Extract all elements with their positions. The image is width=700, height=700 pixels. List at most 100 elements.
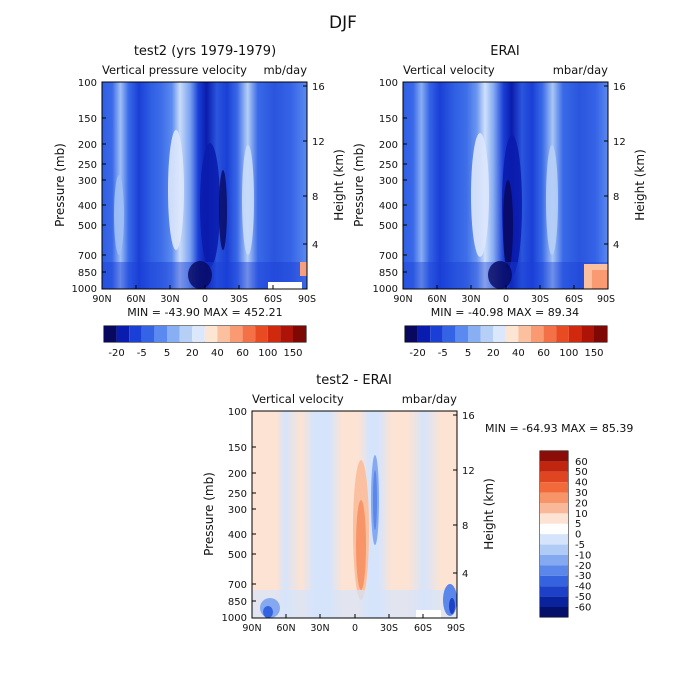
y-tick-label: 700 <box>78 251 97 262</box>
colorbar: 60 50 40 30 20 10 5 0 -5 -10 -20 -30 -40… <box>539 450 591 618</box>
light-plume <box>546 145 558 255</box>
x-tick-label: 90N <box>393 294 412 305</box>
y-tick-label: 300 <box>228 505 247 516</box>
colorbar-swatch <box>540 596 568 607</box>
light-plume <box>114 175 124 255</box>
colorbar: -20 -5 5 20 40 60 100 150 <box>103 325 307 359</box>
negative-anomaly <box>373 470 377 530</box>
colorbar-swatch <box>104 326 117 342</box>
y-tick-right-label: 12 <box>613 137 626 148</box>
colorbar-label: -50 <box>575 592 591 603</box>
colorbar-label: 150 <box>584 348 603 359</box>
colorbar-swatch <box>581 326 594 342</box>
colorbar-label: 40 <box>575 478 588 489</box>
y-ticks-right: 16 12 8 4 <box>453 411 475 580</box>
negative-anomaly <box>449 598 455 614</box>
y-tick-label: 1000 <box>72 284 97 295</box>
panel-subtitle-right: mbar/day <box>402 392 457 406</box>
y-tick-label: 500 <box>78 221 97 232</box>
light-plume <box>471 133 489 257</box>
colorbar-label: 60 <box>537 348 550 359</box>
negative-anomaly <box>263 606 273 618</box>
dark-core <box>488 261 512 289</box>
y-tick-label: 500 <box>228 550 247 561</box>
colorbar-swatch <box>217 326 230 342</box>
min-max-label: MIN = -64.93 MAX = 85.39 <box>485 422 633 435</box>
colorbar-label: 60 <box>575 457 588 468</box>
y-tick-label: 500 <box>379 221 398 232</box>
colorbar-swatch <box>192 326 205 342</box>
colorbar-label: 60 <box>236 348 249 359</box>
dark-core <box>503 180 513 270</box>
x-tick-label: 30N <box>461 294 480 305</box>
x-tick-label: 60S <box>264 294 282 305</box>
y-tick-right-label: 16 <box>312 82 325 93</box>
colorbar-swatch <box>531 326 544 342</box>
y-tick-label: 400 <box>228 530 247 541</box>
y-axis-right-label: Height (km) <box>482 478 496 549</box>
colorbar-label: 5 <box>465 348 471 359</box>
x-tick-label: 90N <box>92 294 111 305</box>
colorbar-swatch <box>540 451 568 462</box>
colorbar-swatch <box>540 534 568 545</box>
colorbar-label: -40 <box>575 582 591 593</box>
colorbar-swatch <box>540 482 568 493</box>
colorbar-swatch <box>293 326 306 342</box>
x-tick-label: 30S <box>380 623 398 634</box>
y-tick-label: 400 <box>78 201 97 212</box>
colorbar-swatch <box>230 326 243 342</box>
x-tick-label: 30N <box>310 623 329 634</box>
y-tick-label: 100 <box>228 407 247 418</box>
x-tick-label: 30S <box>531 294 549 305</box>
y-tick-label: 100 <box>379 78 398 89</box>
x-tick-label: 30S <box>230 294 248 305</box>
colorbar-label: 40 <box>211 348 224 359</box>
colorbar-swatch <box>568 326 582 342</box>
y-tick-right-label: 12 <box>312 137 325 148</box>
y-ticks-right: 16 12 8 4 <box>303 82 325 251</box>
colorbar-swatch <box>493 326 506 342</box>
x-tick-label: 90S <box>298 294 316 305</box>
colorbar-label: 100 <box>258 348 277 359</box>
colorbar-label: 40 <box>512 348 525 359</box>
colorbar: -20 -5 5 20 40 60 100 150 <box>404 325 608 359</box>
y-axis-label: Pressure (mb) <box>352 143 366 227</box>
colorbar-label: -60 <box>575 602 591 613</box>
y-ticks-right: 16 12 8 4 <box>604 82 626 251</box>
colorbar-label: 50 <box>575 467 588 478</box>
panel-subtitle-left: Vertical velocity <box>403 63 495 77</box>
x-tick-label: 90S <box>447 623 465 634</box>
y-tick-label: 200 <box>228 469 247 480</box>
panel-subtitle-right: mb/day <box>263 63 307 77</box>
panel-title: ERAI <box>490 44 519 59</box>
colorbar-swatch <box>540 565 568 576</box>
min-max-label: MIN = -43.90 MAX = 452.21 <box>127 306 282 319</box>
x-tick-label: 60N <box>126 294 145 305</box>
x-tick-label: 0 <box>503 294 509 305</box>
y-tick-right-label: 4 <box>613 240 619 251</box>
y-tick-label: 400 <box>379 201 398 212</box>
colorbar-swatch <box>116 326 130 342</box>
panel-subtitle-right: mbar/day <box>553 63 608 77</box>
x-tick-label: 0 <box>352 623 358 634</box>
y-tick-label: 200 <box>379 140 398 151</box>
x-ticks: 90N 60N 30N 0 30S 60S 90S <box>92 285 316 305</box>
colorbar-label: -30 <box>575 571 591 582</box>
panel-subtitle-left: Vertical pressure velocity <box>102 63 247 77</box>
min-max-label: MIN = -40.98 MAX = 89.34 <box>431 306 579 319</box>
y-tick-label: 1000 <box>222 613 247 624</box>
dark-core <box>200 143 220 267</box>
panel-erai: ERAI Vertical velocity mbar/day 100 150 … <box>352 44 647 359</box>
positive-patch <box>592 270 608 289</box>
colorbar-swatch <box>430 326 443 342</box>
colorbar-swatch <box>540 607 568 617</box>
x-tick-label: 90S <box>597 294 615 305</box>
x-ticks: 90N 60N 30N 0 30S 60S 90S <box>393 285 615 305</box>
y-tick-right-label: 8 <box>462 521 468 532</box>
y-tick-label: 250 <box>228 489 247 500</box>
y-tick-label: 250 <box>78 160 97 171</box>
colorbar-swatch <box>417 326 431 342</box>
colorbar-label: -5 <box>575 540 585 551</box>
missing-data <box>416 610 441 618</box>
y-tick-label: 700 <box>379 251 398 262</box>
